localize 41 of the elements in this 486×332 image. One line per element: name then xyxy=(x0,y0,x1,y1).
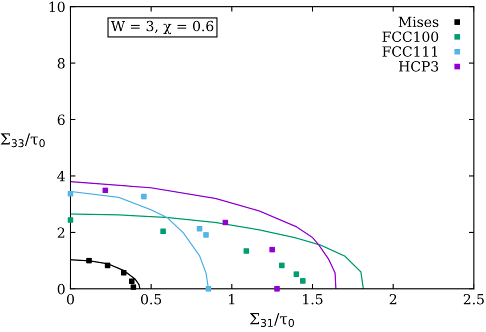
line-series xyxy=(70,180,337,289)
point xyxy=(222,220,228,226)
legend-label: Mises xyxy=(398,16,438,28)
y-tick-label: 8 xyxy=(58,58,65,69)
annotation: W = 3, χ = 0.6 xyxy=(110,20,214,34)
x-tick-label: 2.5 xyxy=(464,294,484,304)
point xyxy=(274,286,280,292)
y-tick-label: 0 xyxy=(58,284,65,294)
x-axis-title: Σ$_{31}$/τ$_{0}$ xyxy=(250,313,294,327)
x-tick-label: 1.5 xyxy=(303,294,322,304)
point xyxy=(86,258,92,264)
legend-label: FCC111 xyxy=(382,46,438,57)
point xyxy=(160,228,166,234)
point xyxy=(203,232,209,238)
point xyxy=(206,286,212,292)
point xyxy=(141,194,147,200)
x-tick-label: 0 xyxy=(66,294,74,304)
point xyxy=(300,278,306,284)
line-series xyxy=(70,213,364,289)
x-tick-label: 0.5 xyxy=(141,294,162,304)
x-tick-label: 2 xyxy=(390,294,396,304)
legend-label: FCC100 xyxy=(382,31,438,42)
point xyxy=(269,246,275,252)
point xyxy=(279,262,285,268)
point xyxy=(68,190,74,197)
y-tick-label: 4 xyxy=(57,170,65,182)
point xyxy=(120,270,126,276)
point xyxy=(68,217,74,223)
x-tick-label: 1 xyxy=(229,294,234,304)
y-axis-title: Σ$_{33}$/τ$_{0}$ xyxy=(0,133,45,148)
point xyxy=(129,278,135,284)
y-tick-label: 2 xyxy=(58,227,64,238)
point xyxy=(294,271,300,277)
point xyxy=(102,188,108,194)
point xyxy=(196,226,202,232)
point xyxy=(104,262,110,268)
point xyxy=(244,248,250,254)
y-tick-label: 6 xyxy=(58,114,65,125)
point xyxy=(130,284,136,290)
y-tick-label: 10 xyxy=(50,2,65,12)
legend-label: HCP3 xyxy=(398,61,438,72)
